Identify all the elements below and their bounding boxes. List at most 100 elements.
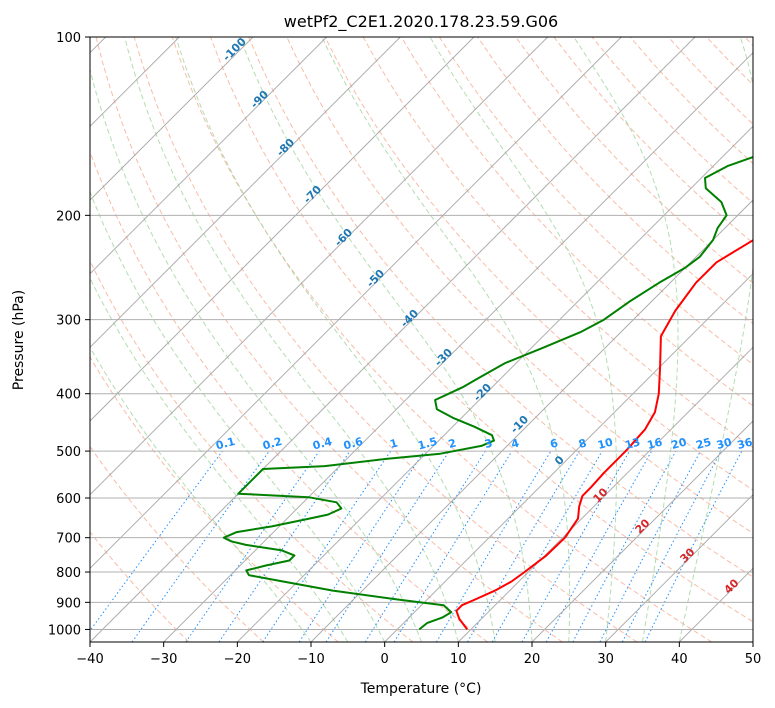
dry-adiabat: [438, 37, 753, 366]
dry-adiabat: [90, 531, 190, 642]
moist-adiabat: [239, 37, 533, 642]
dry-adiabat: [324, 37, 753, 491]
mixing-ratio-line: [545, 450, 653, 642]
x-tick-label: 30: [597, 652, 614, 667]
x-tick-label: −20: [224, 652, 251, 667]
mixing-ratio-label: 0.1: [214, 435, 236, 453]
dry-adiabat-label: -90: [248, 88, 271, 111]
mixing-ratio-label: 0.4: [311, 435, 334, 453]
isotherm: [90, 37, 254, 201]
x-tick-label: 10: [450, 652, 467, 667]
isotherm: [90, 37, 549, 496]
chart-title: wetPf2_C2E1.2020.178.23.59.G06: [284, 12, 558, 32]
isotherm: [90, 37, 696, 642]
y-tick-label: 400: [56, 388, 81, 403]
mixing-ratio-label: 16: [646, 435, 664, 452]
moist-adiabat: [321, 37, 571, 642]
moist-adiabat: [124, 37, 459, 642]
dry-adiabat: [210, 37, 753, 623]
dry-adiabat-label: 0: [552, 453, 567, 468]
x-axis-label: Temperature (°C): [360, 681, 482, 697]
plot-frame: [89, 36, 754, 643]
series-layer: [222, 156, 753, 631]
moist-adiabat: [429, 37, 617, 642]
temperature-line: [455, 239, 753, 631]
isotherm: [90, 37, 622, 570]
moist-adiabat: [90, 277, 349, 642]
mixing-ratio-line: [325, 450, 450, 642]
dry-adiabat: [90, 445, 264, 642]
mixing-ratio-label: 6: [549, 436, 560, 451]
dry-adiabat-label: -100: [220, 35, 249, 64]
moist-adiabat: [90, 346, 312, 642]
mixing-ratio-line: [467, 450, 580, 642]
dry-adiabat: [706, 37, 753, 86]
mixing-ratio-line: [621, 450, 722, 642]
moist-adiabat: [175, 37, 496, 642]
x-tick-label: −30: [150, 652, 177, 667]
mixing-ratio-label: 0.2: [261, 435, 283, 453]
isotherm: [752, 641, 753, 642]
mixing-ratio-line: [131, 450, 270, 642]
y-tick-label: 500: [56, 445, 81, 460]
dry-adiabat: [90, 356, 339, 642]
mixing-ratio-line: [298, 450, 425, 642]
dry-adiabat: [248, 37, 753, 578]
mixing-ratio-line: [644, 450, 743, 642]
isotherm: [531, 420, 753, 642]
mixing-ratio-label: 3: [483, 436, 494, 451]
mixing-ratio-label: 10: [596, 435, 614, 452]
y-tick-label: 900: [56, 596, 81, 611]
isotherm: [90, 37, 328, 275]
mixing-ratio-label: 8: [577, 436, 588, 451]
moist-adiabat: [90, 190, 386, 642]
x-tick-label: −40: [76, 652, 103, 667]
mixing-ratio-line: [90, 450, 223, 632]
mixing-ratio-line: [572, 450, 677, 642]
mixing-ratio-line: [262, 450, 392, 642]
moist-adiabat-label: 20: [633, 516, 653, 536]
dry-adiabat: [133, 37, 638, 642]
dry-adiabat: [400, 37, 753, 407]
mixing-ratio-label: 25: [695, 435, 713, 452]
dry-adiabat-label: 10: [591, 485, 611, 505]
isotherm: [310, 199, 753, 642]
mixing-ratio-line: [435, 450, 552, 642]
mixing-ratio-label: 2: [447, 436, 458, 451]
x-tick-label: 50: [745, 652, 762, 667]
moist-adiabat: [678, 37, 753, 642]
dry-adiabat-label: -80: [274, 136, 297, 159]
mixing-ratio-label: 1: [388, 436, 399, 451]
axes: −40 −30 −20 −10 0 10 20 30 40 5010020030040050060…: [48, 31, 761, 667]
y-tick-label: 1000: [48, 623, 81, 638]
y-tick-label: 800: [56, 566, 81, 581]
dry-adiabat-label: -50: [364, 267, 387, 290]
moist-adiabat: [573, 37, 679, 642]
dry-adiabat-label: -30: [432, 346, 455, 369]
mixing-ratio-label: 0.6: [342, 435, 365, 453]
dry-adiabat: [171, 37, 712, 642]
isotherm: [90, 37, 475, 422]
x-tick-label: −10: [297, 652, 324, 667]
y-tick-label: 200: [56, 209, 81, 224]
dry-adiabat-label: -70: [301, 183, 324, 206]
mixing-ratio-label: 20: [670, 435, 688, 452]
y-tick-label: 700: [56, 532, 81, 547]
mixing-ratio-label: 30: [715, 435, 733, 452]
isotherm: [384, 272, 753, 642]
dry-adiabat-label: -40: [398, 307, 421, 330]
isotherm: [605, 493, 753, 642]
y-tick-label: 300: [56, 314, 81, 329]
dry-adiabat-label: -20: [471, 381, 494, 404]
moist-adiabat: [90, 67, 422, 642]
mixing-ratio-label: 1.5: [416, 435, 438, 453]
isotherm: [163, 51, 753, 642]
x-tick-label: 40: [671, 652, 688, 667]
mixing-ratio-label: 4: [510, 436, 521, 451]
dry-adiabat: [515, 37, 753, 284]
mixing-ratio-line: [185, 450, 320, 642]
moist-adiabat-label: 30: [678, 545, 698, 565]
mixing-ratio-label: 36: [736, 435, 754, 452]
dewpoint-line: [222, 156, 753, 631]
